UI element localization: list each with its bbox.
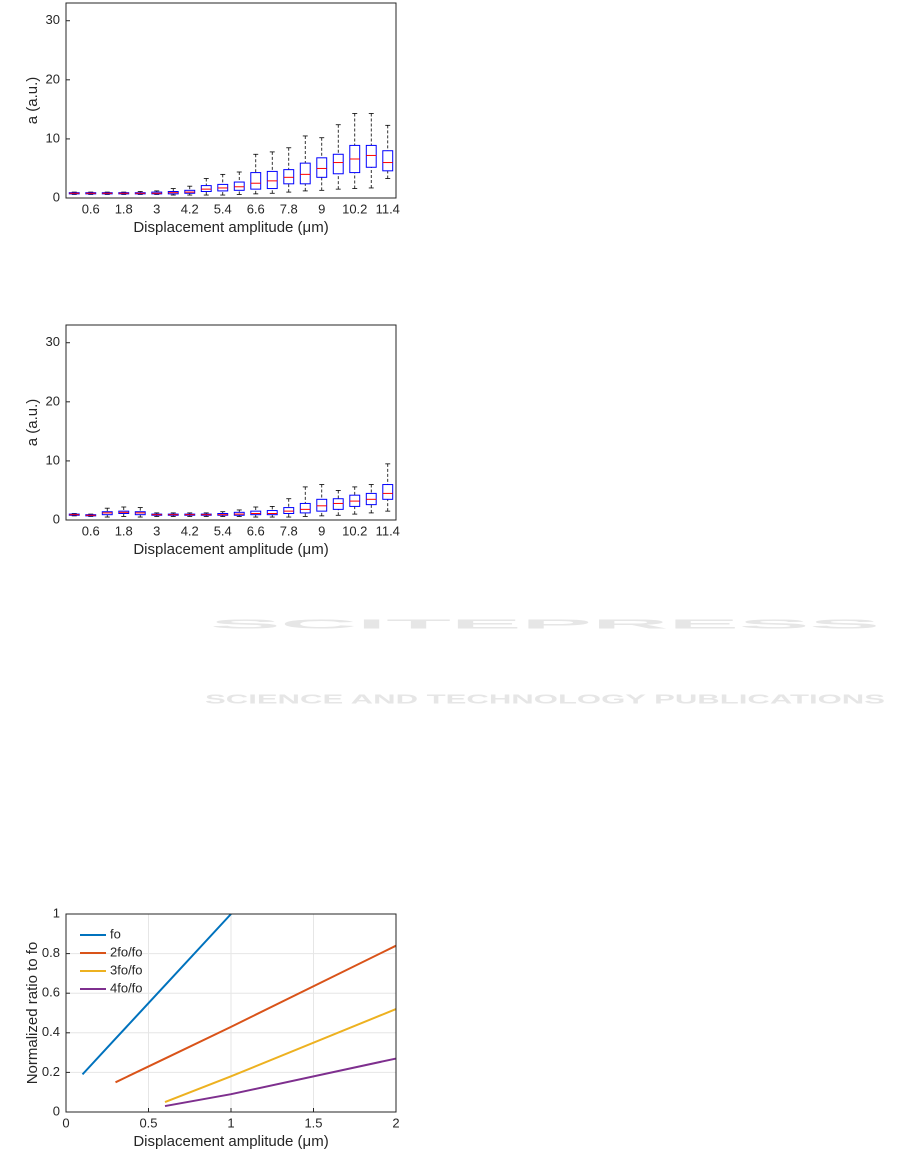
y-tick-label: 10 — [46, 130, 60, 145]
y-tick-label: 0 — [53, 511, 60, 526]
x-tick-label: 1.8 — [115, 201, 133, 216]
y-axis-title: a (a.u.) — [24, 399, 41, 447]
box — [233, 181, 245, 191]
watermark-title: SCITEPRESS — [210, 616, 883, 631]
legend-label: 2fo/fo — [110, 944, 143, 959]
y-tick-label: 20 — [46, 71, 60, 86]
box — [250, 172, 262, 190]
series-line — [81, 913, 232, 1076]
x-tick-label: 0.6 — [82, 523, 100, 538]
x-tick-label: 6.6 — [247, 523, 265, 538]
x-tick-label: 3 — [153, 201, 160, 216]
box — [266, 510, 278, 516]
box — [299, 162, 311, 185]
plot-frame — [65, 324, 397, 521]
x-tick-label: 0 — [62, 1115, 69, 1130]
x-tick-label: 5.4 — [214, 201, 232, 216]
y-tick-label: 20 — [46, 393, 60, 408]
x-tick-label: 6.6 — [247, 201, 265, 216]
plot-frame — [65, 2, 397, 199]
series-line — [164, 1008, 397, 1104]
box — [332, 153, 344, 175]
legend-label: 4fo/fo — [110, 980, 143, 995]
x-tick-label: 1.8 — [115, 523, 133, 538]
x-tick-label: 11.4 — [376, 523, 400, 538]
series-line — [115, 944, 397, 1084]
y-tick-label: 30 — [46, 12, 60, 27]
series-line — [164, 1057, 397, 1108]
x-tick-label: 3 — [153, 523, 160, 538]
x-tick-label: 7.8 — [280, 523, 298, 538]
watermark-subtitle: SCIENCE AND TECHNOLOGY PUBLICATIONS — [205, 691, 886, 706]
plot-frame — [65, 913, 397, 1113]
y-tick-label: 30 — [46, 334, 60, 349]
x-tick-label: 9 — [318, 201, 325, 216]
x-tick-label: 4.2 — [181, 523, 199, 538]
x-tick-label: 9 — [318, 523, 325, 538]
y-tick-label: 0.8 — [42, 945, 60, 960]
box — [200, 185, 212, 193]
x-tick-label: 11.4 — [376, 201, 400, 216]
x-axis-title: Displacement amplitude (μm) — [133, 1133, 328, 1150]
y-axis-title: a (a.u.) — [24, 77, 41, 125]
y-axis-title: Normalized ratio to fo — [24, 942, 41, 1085]
box — [332, 498, 344, 510]
box — [283, 169, 295, 185]
y-tick-label: 0.6 — [42, 985, 60, 1000]
x-tick-label: 2 — [392, 1115, 399, 1130]
box — [266, 170, 278, 190]
x-tick-label: 10.2 — [342, 523, 367, 538]
legend-label: fo — [110, 926, 121, 941]
x-tick-label: 1 — [227, 1115, 234, 1130]
x-axis-title: Displacement amplitude (μm) — [133, 219, 328, 236]
y-tick-label: 10 — [46, 452, 60, 467]
x-tick-label: 5.4 — [214, 523, 232, 538]
box — [365, 144, 377, 168]
y-tick-label: 1 — [53, 905, 60, 920]
y-tick-label: 0.4 — [42, 1024, 60, 1039]
x-tick-label: 7.8 — [280, 201, 298, 216]
x-axis-title: Displacement amplitude (μm) — [133, 541, 328, 558]
box — [382, 150, 394, 172]
box — [316, 498, 328, 512]
y-tick-label: 0.2 — [42, 1064, 60, 1079]
x-tick-label: 0.5 — [139, 1115, 157, 1130]
y-tick-label: 0 — [53, 189, 60, 204]
box — [283, 507, 295, 515]
box — [250, 510, 262, 516]
y-tick-label: 0 — [53, 1103, 60, 1118]
x-tick-label: 10.2 — [342, 201, 367, 216]
x-tick-label: 4.2 — [181, 201, 199, 216]
box — [382, 484, 394, 500]
legend-label: 3fo/fo — [110, 962, 143, 977]
box — [316, 157, 328, 178]
x-tick-label: 0.6 — [82, 201, 100, 216]
box — [299, 502, 311, 514]
x-tick-label: 1.5 — [304, 1115, 322, 1130]
